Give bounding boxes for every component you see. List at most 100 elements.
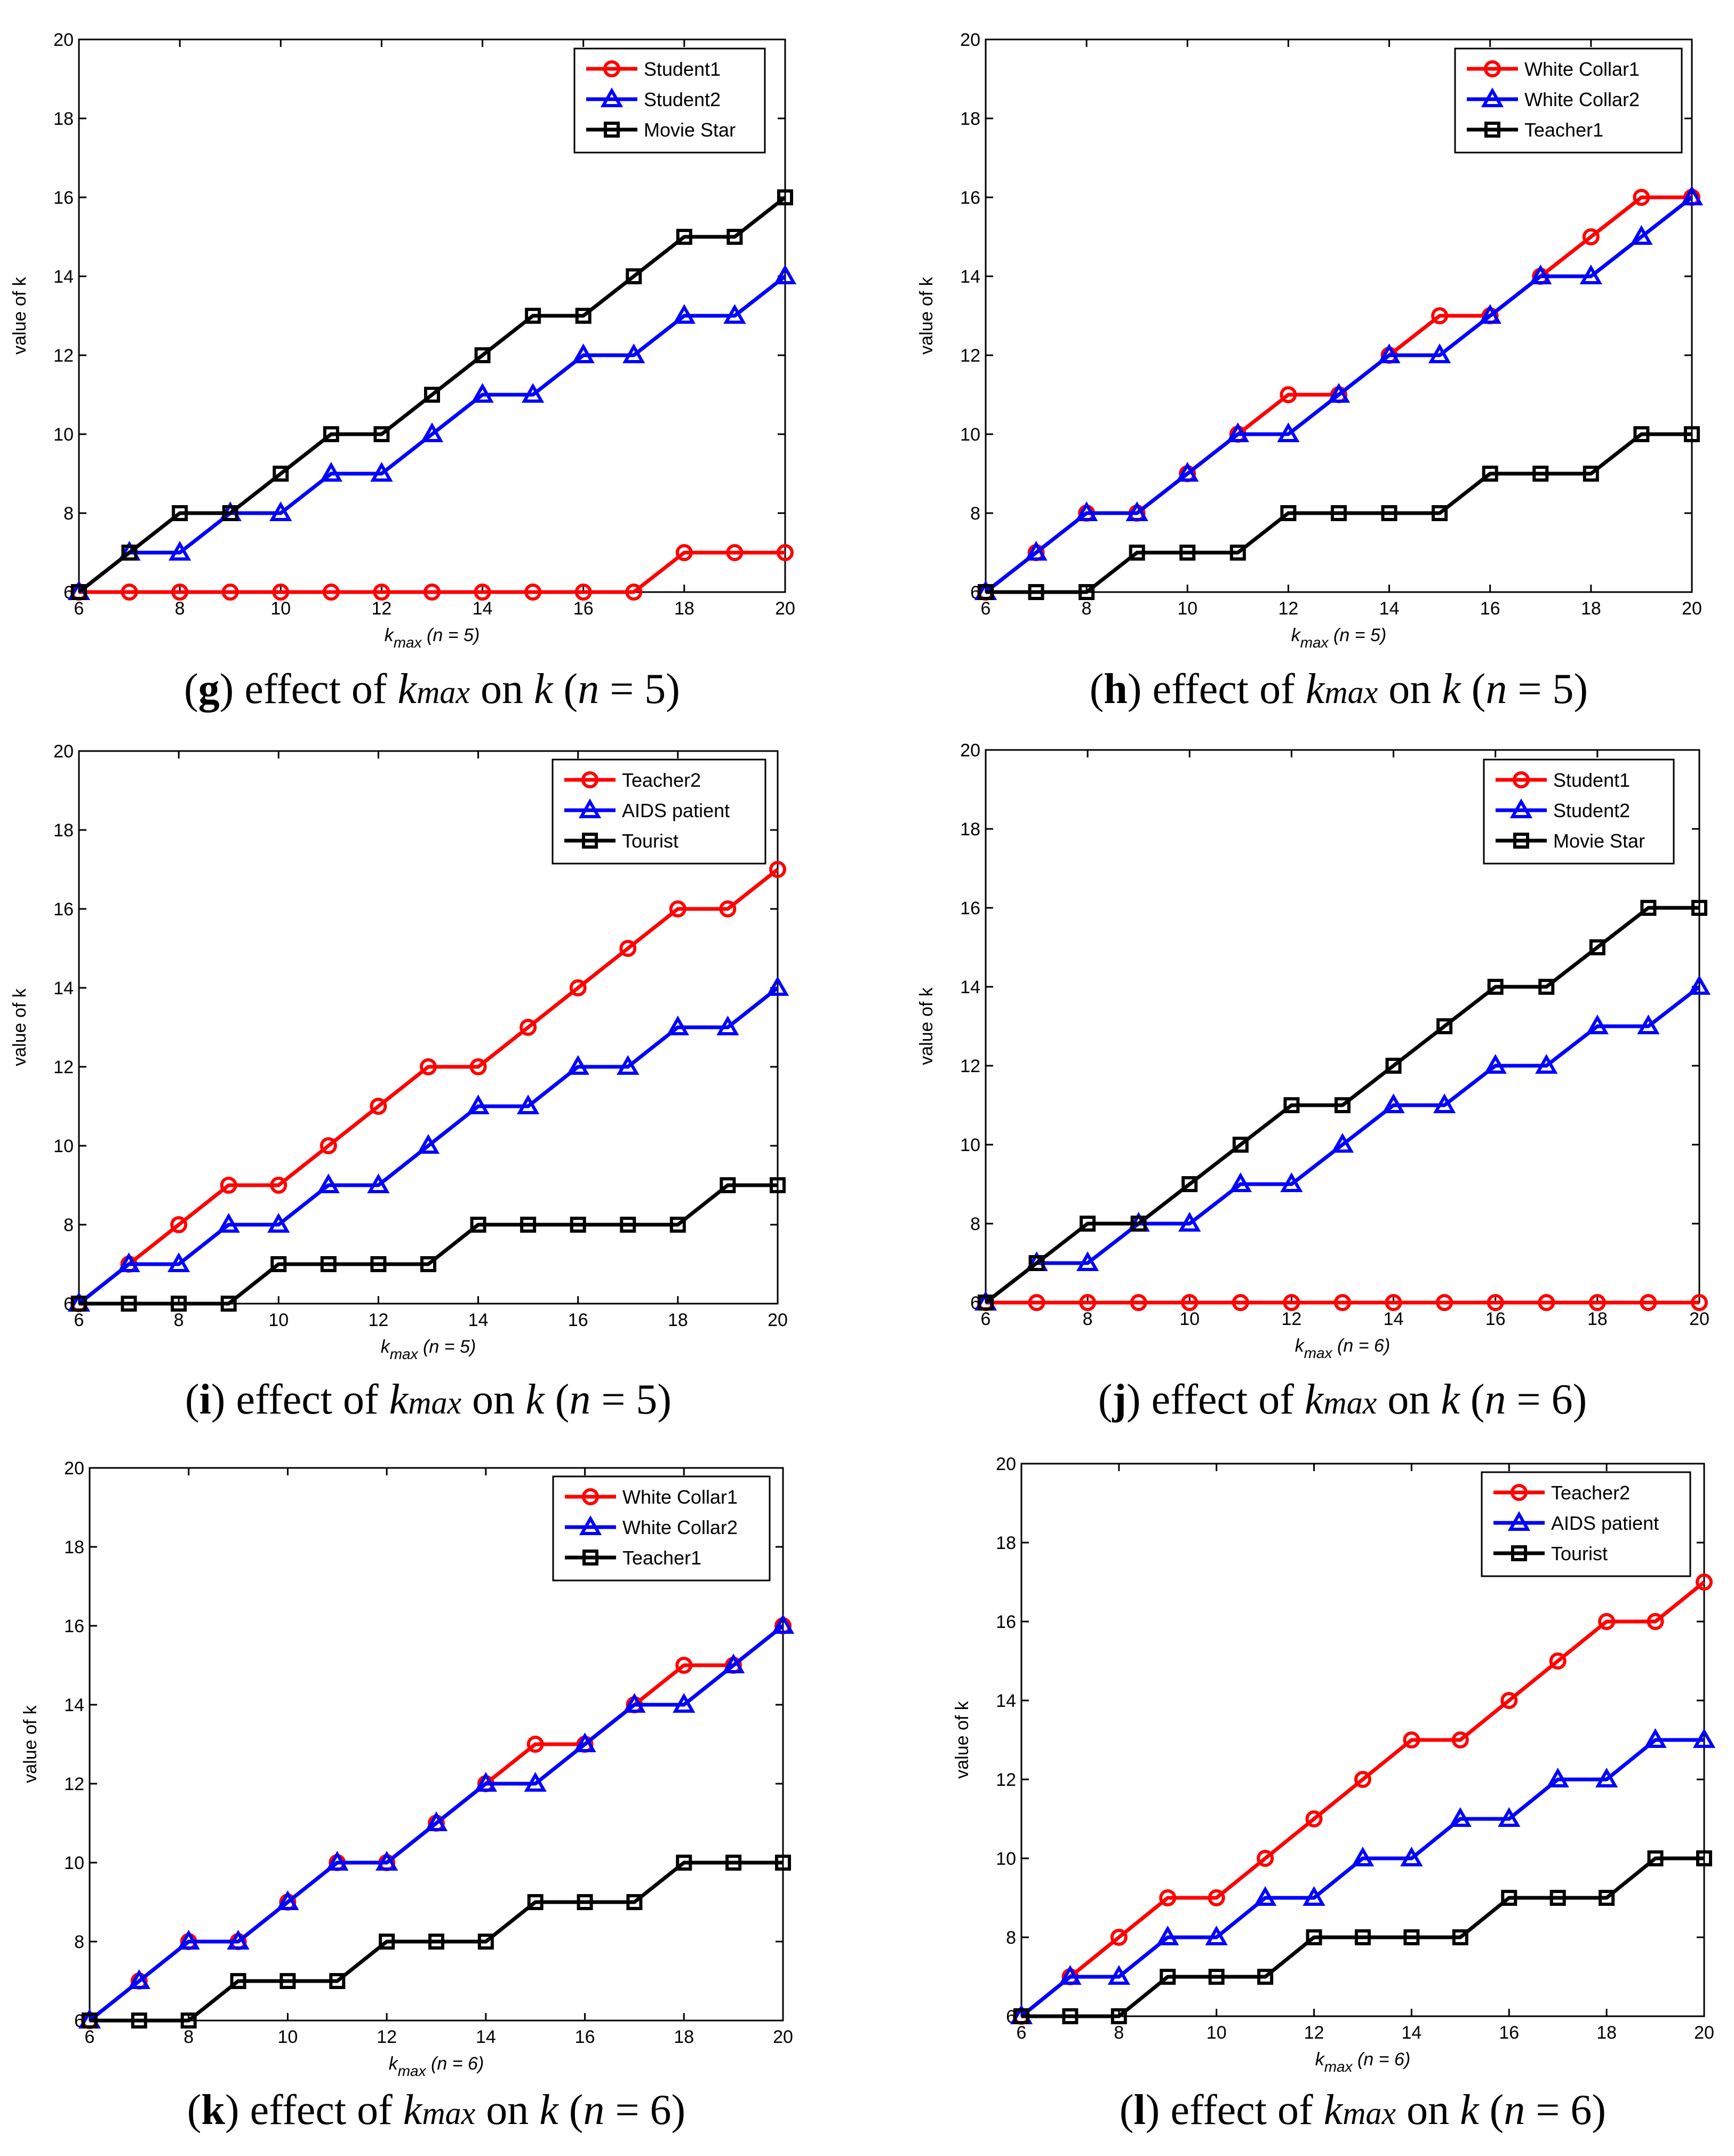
caption-text: ) effect of [1126,1376,1305,1423]
x-axis-label-main: k [381,1337,391,1357]
caption-text: on [475,2087,539,2134]
data-point [619,940,637,957]
series-line-white-collar2 [88,1624,785,2022]
caption-k: k [525,1376,545,1423]
data-point [622,343,645,363]
data-point [1538,979,1555,995]
y-tick-label: 10 [960,425,980,445]
y-tick-label: 20 [64,1458,84,1479]
legend-entry: White Collar1 [1524,58,1640,80]
x-tick-label: 18 [668,1310,688,1330]
caption-kmax-sub: max [422,2096,475,2131]
x-tick-label: 10 [270,598,291,619]
caption-n: n [1504,2087,1525,2134]
data-point [1130,1216,1147,1232]
data-point [669,1217,686,1233]
data-point [469,1058,487,1075]
data-point [1181,1176,1198,1192]
data-point [170,1216,188,1233]
data-point [1156,1925,1179,1945]
data-point [467,1094,490,1114]
legend-entry: Tourist [622,830,678,852]
x-axis-label-main: k [389,2054,399,2074]
data-point [420,1058,437,1075]
data-point [1484,1053,1507,1074]
caption-text: = 6) [1525,2087,1606,2134]
data-point [1181,1294,1198,1311]
data-point [1598,1613,1616,1630]
y-tick-label: 18 [53,109,74,129]
data-point [370,1098,387,1115]
data-point [1229,545,1246,561]
y-axis-label: value of k [10,988,30,1066]
data-point [131,2013,147,2029]
y-tick-label: 14 [960,977,980,997]
legend-marker [1513,833,1529,849]
data-point [675,544,693,561]
x-tick-label: 6 [74,1310,84,1330]
data-point [1253,1886,1277,1906]
legend-entry: Student2 [644,89,721,110]
legend-entry: Teacher1 [622,1547,701,1569]
data-point [1179,545,1196,561]
data-point [1382,1093,1405,1113]
legend-entry: Student1 [1553,769,1630,791]
data-point [525,308,541,324]
caption-text: ( [545,1376,570,1423]
data-point [1633,189,1650,206]
data-point [1028,1255,1045,1271]
data-point [1280,505,1297,521]
legend-entry: White Collar2 [622,1516,738,1538]
data-point [566,1055,589,1075]
data-point [1647,1850,1664,1866]
x-axis-label-rest: (n = 6) [1332,1336,1391,1356]
series-line-movie-star [984,906,1699,1304]
data-point [424,387,440,403]
x-axis-label-sub: max [1324,2058,1353,2075]
data-point [1479,304,1501,324]
data-point [1482,466,1498,482]
data-point [1378,343,1401,363]
legend-marker [1484,122,1500,138]
data-point [1229,1172,1252,1192]
x-tick-label: 8 [1082,598,1092,619]
caption-text: = 6) [604,2087,685,2134]
caption-n: n [569,1376,590,1423]
data-point [676,1855,692,1871]
x-axis-label-sub: max [394,634,422,651]
data-point [1487,1294,1504,1311]
caption-kmax: k [398,666,418,713]
data-point [673,1692,696,1713]
data-point [1549,1890,1566,1906]
data-point [526,1736,544,1753]
caption-text: ) effect of [1146,2087,1324,2134]
data-point [320,1256,337,1272]
data-point [1208,1969,1225,1985]
data-point [227,1929,250,1950]
legend-entry: Teacher1 [1524,119,1603,141]
data-point [71,584,87,600]
y-tick-label: 18 [64,1537,84,1558]
legend-entry: Tourist [1551,1543,1608,1564]
legend-marker [603,60,620,77]
x-tick-label: 12 [1304,2023,1324,2043]
data-point [676,229,692,245]
y-tick-label: 18 [960,109,980,129]
y-tick-label: 8 [970,1214,980,1234]
caption-kmax-sub: max [1324,675,1378,710]
x-tick-label: 20 [1682,598,1702,619]
x-tick-label: 18 [1581,598,1601,619]
data-point [1303,1886,1325,1906]
caption-text: ( [1460,1376,1485,1423]
data-point [521,382,545,403]
data-point [1633,426,1650,442]
data-point [620,1217,636,1233]
caption-k: k [1441,1376,1460,1423]
data-point [1400,1846,1423,1866]
caption-k: k [539,2087,559,2134]
caption-n: n [1485,666,1507,713]
data-point [777,544,794,561]
data-point [575,308,592,324]
